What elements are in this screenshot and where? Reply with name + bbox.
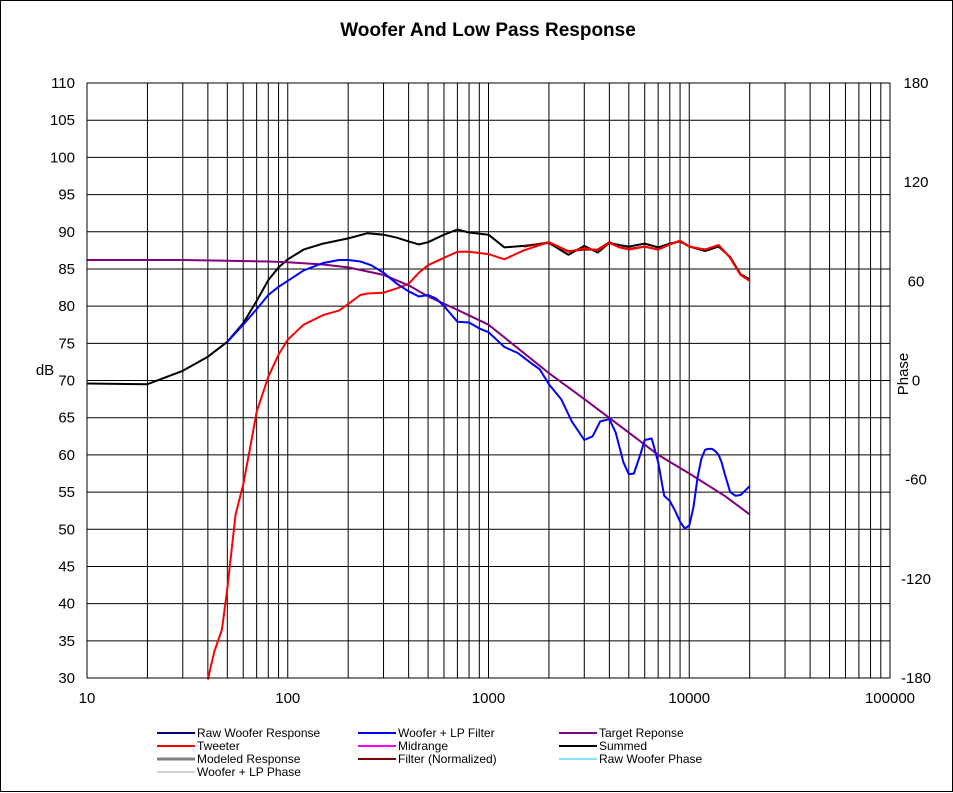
- x-tick-label: 1000: [472, 690, 505, 707]
- y2-axis-tick-labels: 180 120 60 0 -60 -120 -180: [901, 75, 931, 687]
- y-tick-label: 75: [58, 335, 75, 352]
- y-tick-label: 105: [50, 112, 75, 129]
- y-tick-label: 95: [58, 187, 75, 204]
- y2-tick-label: 60: [908, 273, 925, 290]
- y-tick-label: 35: [58, 633, 75, 650]
- legend-label: Tweeter: [197, 739, 240, 753]
- y-tick-label: 30: [58, 670, 75, 687]
- y-tick-label: 50: [58, 521, 75, 538]
- series-line-tweeter: [206, 239, 751, 680]
- y-tick-label: 85: [58, 261, 75, 278]
- legend-label: Summed: [599, 739, 647, 753]
- series-line-summed: [86, 228, 751, 386]
- y2-tick-label: 0: [912, 373, 920, 390]
- x-tick-label: 10: [79, 690, 96, 707]
- series-line-target-reponse: [87, 259, 751, 516]
- legend-label: Raw Woofer Phase: [599, 752, 702, 766]
- x-tick-label: 100: [275, 690, 300, 707]
- x-tick-label: 10000: [668, 690, 710, 707]
- series-line-woofer-lp-filter: [226, 259, 751, 530]
- x-axis-tick-labels: 10 100 1000 10000 100000: [79, 690, 915, 707]
- y-tick-label: 80: [58, 298, 75, 315]
- y-tick-label: 45: [58, 558, 75, 575]
- y2-tick-label: 120: [903, 174, 928, 191]
- legend-label: Target Reponse: [599, 726, 684, 740]
- y-tick-label: 100: [50, 149, 75, 166]
- y2-axis-label: Phase: [895, 353, 912, 396]
- y-tick-label: 70: [58, 373, 75, 390]
- y2-tick-label: -120: [901, 571, 931, 588]
- chart-title: Woofer And Low Pass Response: [340, 20, 636, 41]
- legend-label: Woofer + LP Filter: [398, 726, 495, 740]
- grid: [87, 83, 890, 678]
- y2-tick-label: -60: [905, 472, 927, 489]
- legend: Raw Woofer Response Woofer + LP Filter Tar…: [157, 726, 702, 779]
- legend-label: Midrange: [398, 739, 448, 753]
- plot-area-border: [86, 82, 891, 679]
- legend-label: Modeled Response: [197, 752, 301, 766]
- y-tick-label: 65: [58, 410, 75, 427]
- legend-label: Woofer + LP Phase: [197, 765, 301, 779]
- series-lines: [86, 228, 751, 680]
- x-tick-label: 100000: [865, 690, 915, 707]
- y2-tick-label: -180: [901, 670, 931, 687]
- legend-label: Raw Woofer Response: [197, 726, 320, 740]
- y-axis-label: dB: [36, 362, 54, 379]
- y-tick-label: 60: [58, 447, 75, 464]
- y2-tick-label: 180: [903, 75, 928, 92]
- y-tick-label: 110: [51, 75, 75, 92]
- y-axis-tick-labels: 110 105 100 95 90 85 80 75 70 65 60 55 50 45 40 35 30: [50, 75, 75, 687]
- legend-label: Filter (Normalized): [398, 752, 497, 766]
- y-tick-label: 55: [58, 484, 75, 501]
- y-tick-label: 90: [58, 224, 75, 241]
- y-tick-label: 40: [58, 596, 75, 613]
